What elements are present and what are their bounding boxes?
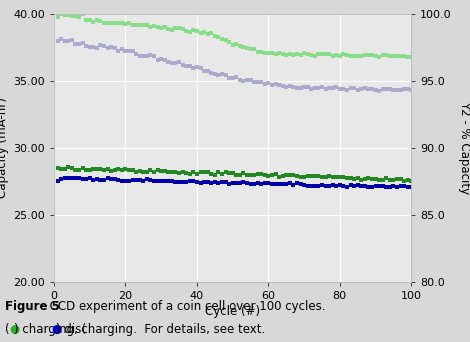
Text: – CCD experiment of a coin cell over 100 cycles.: – CCD experiment of a coin cell over 100… xyxy=(40,300,325,313)
X-axis label: Cycle (#): Cycle (#) xyxy=(205,305,260,318)
Text: ) discharging.  For details, see text.: ) discharging. For details, see text. xyxy=(56,323,266,336)
Text: Figure 5: Figure 5 xyxy=(5,300,60,313)
Text: (: ( xyxy=(5,323,9,336)
Y-axis label: Capacity (mA-hr): Capacity (mA-hr) xyxy=(0,97,9,198)
Text: ●: ● xyxy=(52,323,62,336)
Text: ●: ● xyxy=(9,323,20,336)
Text: ) charging, (: ) charging, ( xyxy=(14,323,86,336)
Y-axis label: Y2 - % Capacity: Y2 - % Capacity xyxy=(458,101,470,195)
